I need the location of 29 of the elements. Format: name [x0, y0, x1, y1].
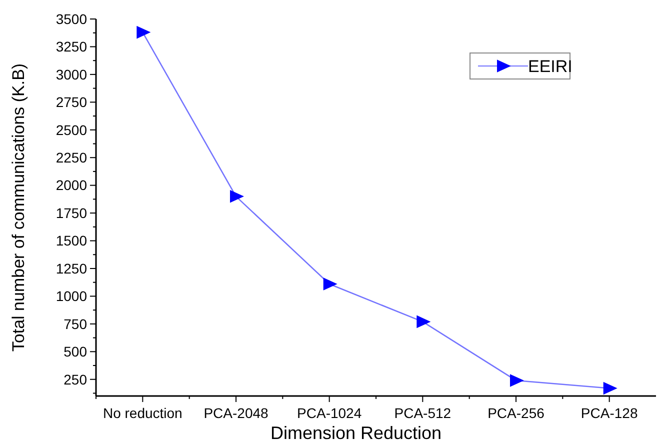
point [603, 382, 618, 395]
legend-label: EEIRI [528, 56, 572, 76]
x-tick-label: PCA-512 [394, 405, 452, 421]
y-tick-label: 2500 [56, 122, 88, 138]
point [230, 190, 244, 203]
y-axis-title: Total number of communications (K.B) [9, 63, 28, 352]
y-tick-label: 250 [64, 371, 88, 388]
x-tick-label: PCA-256 [488, 405, 545, 421]
point [323, 278, 338, 290]
y-tick-label: 1750 [56, 204, 88, 221]
x-tick-label: PCA-2048 [204, 405, 269, 421]
x-tick-label: PCA-1024 [297, 405, 362, 421]
x-axis-title: Dimension Reduction [270, 423, 442, 443]
y-tick-label: 750 [64, 316, 88, 332]
y-tick-label: 3000 [56, 66, 88, 82]
y-tick-label: 2250 [56, 150, 88, 166]
point [136, 26, 151, 39]
y-tick-label: 1000 [56, 288, 88, 304]
y-tick-label: 3250 [56, 38, 88, 55]
y-tick-label: 1500 [56, 232, 88, 249]
point [416, 315, 431, 328]
y-tick-label: 1250 [56, 260, 88, 276]
y-tick-label: 2000 [56, 177, 88, 194]
x-tick-label: PCA-128 [580, 405, 638, 421]
y-tick-label: 2750 [56, 94, 88, 110]
y-tick-label: 3500 [56, 10, 88, 27]
x-tick-label: No reduction [102, 405, 182, 421]
point [510, 374, 524, 387]
y-tick-label: 500 [64, 344, 88, 360]
